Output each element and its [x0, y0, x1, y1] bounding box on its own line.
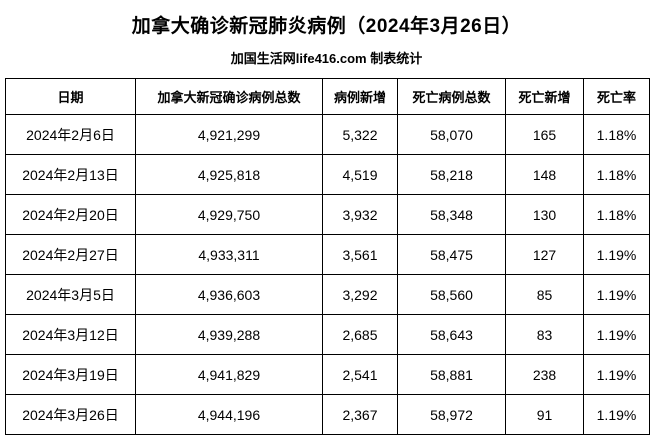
column-header-date: 日期	[5, 78, 136, 115]
table-row: 2024年2月13日 4,925,818 4,519 58,218 148 1.18%	[5, 154, 650, 195]
cell-total-deaths: 58,881	[397, 354, 506, 395]
cell-death-rate: 1.18%	[583, 194, 650, 235]
cell-total-cases: 4,929,750	[135, 194, 323, 235]
header-row: 日期 加拿大新冠确诊病例总数 病例新增 死亡病例总数 死亡新增 死亡率	[5, 78, 650, 115]
cell-total-cases: 4,933,311	[135, 234, 323, 275]
cell-new-cases: 2,367	[322, 394, 398, 435]
column-header-total-deaths: 死亡病例总数	[397, 78, 506, 115]
cell-total-cases: 4,936,603	[135, 274, 323, 315]
cell-new-cases: 3,292	[322, 274, 398, 315]
cell-new-cases: 3,932	[322, 194, 398, 235]
cell-date: 2024年2月27日	[5, 234, 136, 275]
cell-death-rate: 1.19%	[583, 314, 650, 355]
cell-new-cases: 2,541	[322, 354, 398, 395]
cell-death-rate: 1.19%	[583, 394, 650, 435]
cell-total-cases: 4,925,818	[135, 154, 323, 195]
cell-death-rate: 1.19%	[583, 234, 650, 275]
cell-date: 2024年2月6日	[5, 114, 136, 155]
cell-new-deaths: 238	[505, 354, 584, 395]
table-row: 2024年3月19日 4,941,829 2,541 58,881 238 1.19%	[5, 354, 650, 395]
cell-date: 2024年3月19日	[5, 354, 136, 395]
cell-total-deaths: 58,972	[397, 394, 506, 435]
page-title: 加拿大确诊新冠肺炎病例（2024年3月26日）	[131, 16, 522, 37]
covid-stats-table: 日期 加拿大新冠确诊病例总数 病例新增 死亡病例总数 死亡新增 死亡率 2024年2月6日…	[5, 78, 650, 435]
cell-new-deaths: 148	[505, 154, 584, 195]
cell-total-cases: 4,941,829	[135, 354, 323, 395]
table-row: 2024年2月27日 4,933,311 3,561 58,475 127 1.19%	[5, 234, 650, 275]
cell-new-cases: 5,322	[322, 114, 398, 155]
cell-total-deaths: 58,560	[397, 274, 506, 315]
cell-new-deaths: 127	[505, 234, 584, 275]
page-subtitle: 加国生活网life416.com 制表统计	[230, 51, 423, 66]
cell-total-deaths: 58,348	[397, 194, 506, 235]
table-row: 2024年3月5日 4,936,603 3,292 58,560 85 1.19%	[5, 274, 650, 315]
cell-new-deaths: 130	[505, 194, 584, 235]
cell-new-deaths: 85	[505, 274, 584, 315]
table-header: 日期 加拿大新冠确诊病例总数 病例新增 死亡病例总数 死亡新增 死亡率	[5, 78, 650, 115]
table-row: 2024年2月20日 4,929,750 3,932 58,348 130 1.18%	[5, 194, 650, 235]
cell-death-rate: 1.18%	[583, 154, 650, 195]
table-row: 2024年2月6日 4,921,299 5,322 58,070 165 1.18%	[5, 114, 650, 155]
cell-new-cases: 3,561	[322, 234, 398, 275]
cell-total-deaths: 58,643	[397, 314, 506, 355]
table-row: 2024年3月12日 4,939,288 2,685 58,643 83 1.19%	[5, 314, 650, 355]
cell-death-rate: 1.19%	[583, 354, 650, 395]
table-row: 2024年3月26日 4,944,196 2,367 58,972 91 1.19%	[5, 394, 650, 435]
cell-new-deaths: 91	[505, 394, 584, 435]
cell-date: 2024年3月26日	[5, 394, 136, 435]
column-header-death-rate: 死亡率	[583, 78, 650, 115]
cell-total-cases: 4,939,288	[135, 314, 323, 355]
cell-total-deaths: 58,218	[397, 154, 506, 195]
cell-new-deaths: 83	[505, 314, 584, 355]
cell-date: 2024年3月12日	[5, 314, 136, 355]
cell-date: 2024年2月13日	[5, 154, 136, 195]
cell-new-cases: 4,519	[322, 154, 398, 195]
cell-total-deaths: 58,070	[397, 114, 506, 155]
cell-total-cases: 4,921,299	[135, 114, 323, 155]
column-header-new-deaths: 死亡新增	[505, 78, 584, 115]
cell-new-cases: 2,685	[322, 314, 398, 355]
cell-total-deaths: 58,475	[397, 234, 506, 275]
cell-date: 2024年3月5日	[5, 274, 136, 315]
column-header-total-cases: 加拿大新冠确诊病例总数	[135, 78, 323, 115]
table-body: 2024年2月6日 4,921,299 5,322 58,070 165 1.18% 202…	[5, 114, 650, 435]
cell-total-cases: 4,944,196	[135, 394, 323, 435]
cell-death-rate: 1.18%	[583, 114, 650, 155]
cell-new-deaths: 165	[505, 114, 584, 155]
cell-death-rate: 1.19%	[583, 274, 650, 315]
cell-date: 2024年2月20日	[5, 194, 136, 235]
column-header-new-cases: 病例新增	[322, 78, 398, 115]
